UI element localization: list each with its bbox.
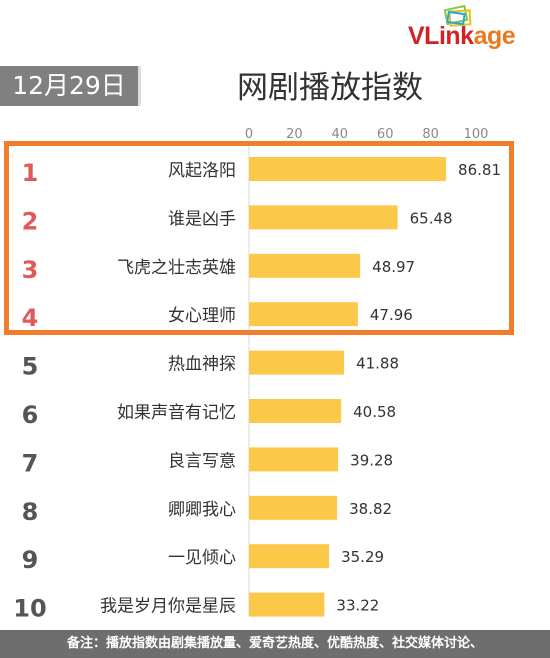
bar	[249, 544, 330, 569]
rank-number: 4	[22, 304, 39, 332]
value-label: 33.22	[336, 597, 379, 615]
rank-number: 6	[22, 401, 39, 429]
rank-number: 10	[13, 595, 46, 623]
bar	[249, 447, 339, 472]
rank-number: 2	[22, 207, 39, 235]
logo-mark-icon	[443, 4, 472, 27]
rank-number: 3	[22, 256, 39, 284]
category-label: 良言写意	[168, 451, 236, 471]
category-label: 卿卿我心	[168, 500, 236, 520]
value-label: 35.29	[341, 548, 384, 566]
rank-number: 9	[22, 546, 39, 574]
date-badge: 12月29日	[0, 66, 141, 106]
bar	[249, 592, 325, 617]
bar	[249, 205, 398, 230]
x-tick-label: 40	[332, 127, 349, 142]
bar	[249, 157, 447, 181]
x-tick-label: 100	[464, 127, 489, 142]
category-label: 热血神探	[168, 355, 236, 375]
rank-number: 1	[22, 159, 39, 187]
bar	[249, 495, 338, 520]
value-label: 38.82	[349, 500, 392, 518]
category-label: 谁是凶手	[168, 209, 236, 229]
rank-number: 7	[22, 449, 39, 477]
category-label: 风起洛阳	[168, 161, 236, 181]
value-label: 48.97	[372, 258, 415, 276]
x-tick-label: 60	[377, 127, 394, 142]
category-label: 飞虎之壮志英雄	[117, 258, 236, 278]
x-tick-label: 20	[286, 127, 303, 142]
category-label: 如果声音有记忆	[117, 403, 236, 423]
value-label: 41.88	[356, 355, 399, 373]
value-label: 39.28	[350, 451, 393, 469]
value-label: 40.58	[353, 403, 396, 421]
x-tick-label: 80	[422, 127, 439, 142]
category-label: 我是岁月你是星辰	[100, 597, 236, 617]
chart-title: 网剧播放指数	[237, 70, 423, 106]
category-label: 女心理师	[168, 306, 236, 326]
vlinkage-logo: VLinkage	[408, 4, 548, 54]
bar	[249, 350, 345, 375]
bar	[249, 302, 358, 327]
bar-chart: 0 20 40 60 80 100 1 风起洛阳 86.81 2 谁是凶手 65.48 3 飞虎之壮志英雄…	[13, 127, 501, 623]
value-label: 86.81	[458, 161, 501, 179]
rank-number: 5	[22, 353, 39, 381]
category-label: 一见倾心	[168, 548, 236, 568]
value-label: 47.96	[370, 306, 413, 324]
rank-number: 8	[22, 498, 39, 526]
bar	[249, 253, 361, 278]
x-tick-label: 0	[245, 127, 253, 142]
bar	[249, 399, 342, 423]
footnote: 备注：播放指数由剧集播放量、爱奇艺热度、优酷热度、社交媒体讨论、	[0, 630, 550, 658]
value-label: 65.48	[410, 209, 453, 227]
logo-text: VLinkage	[408, 22, 516, 50]
